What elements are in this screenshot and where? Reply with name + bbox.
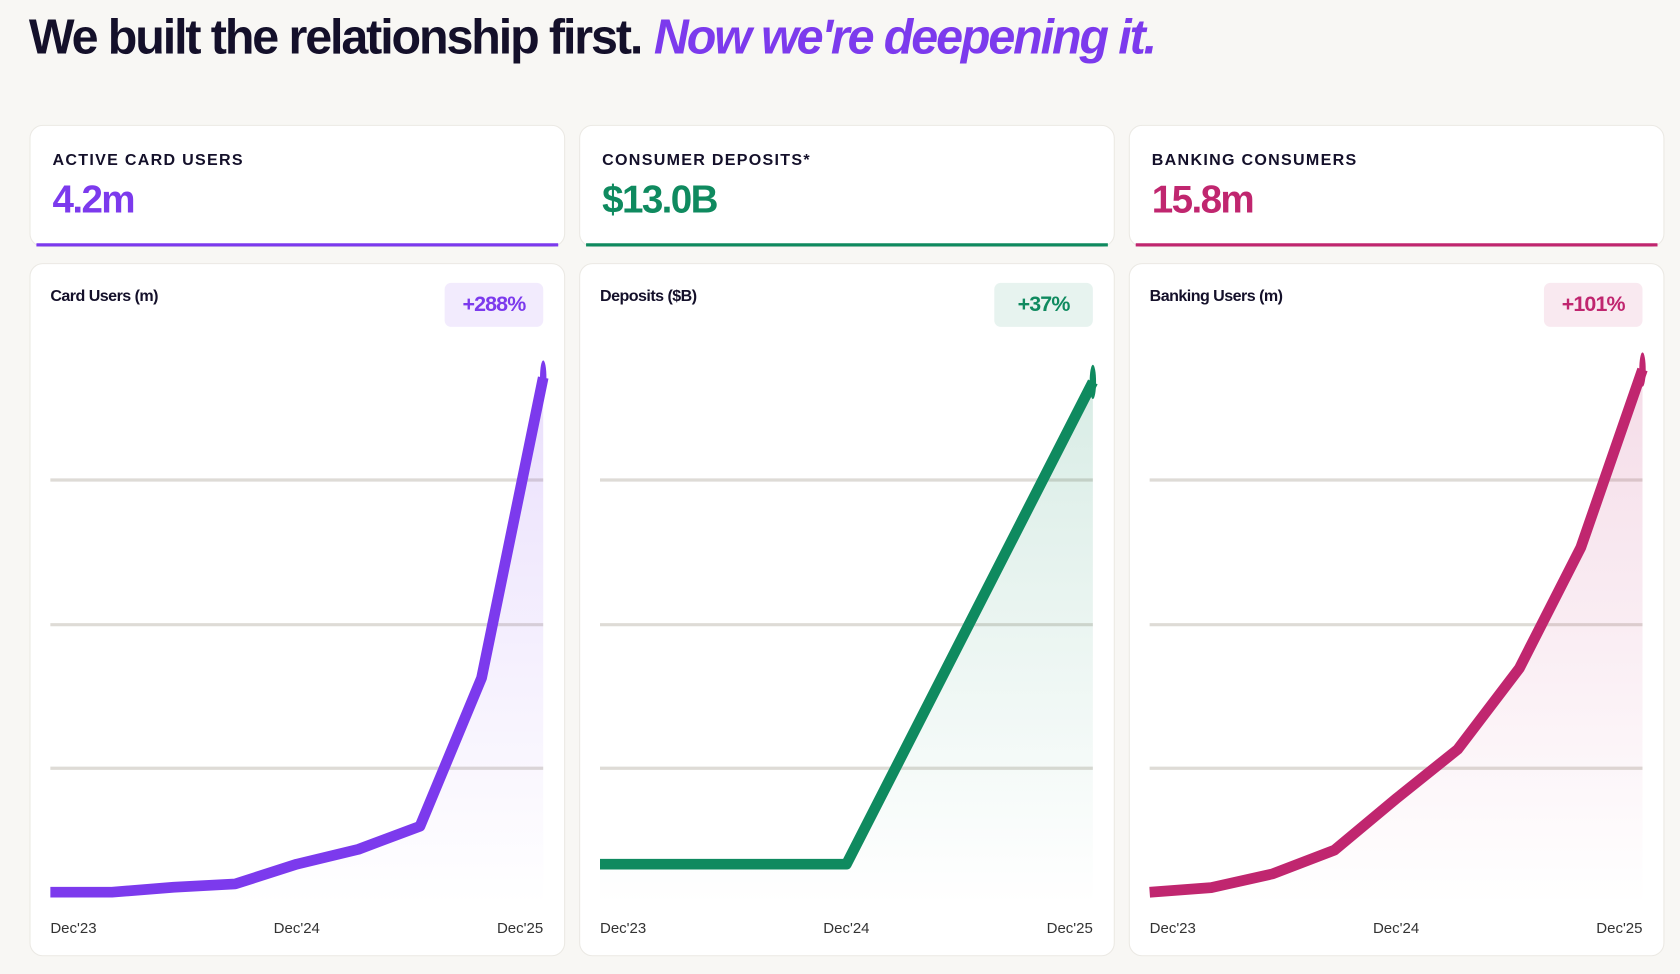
x-tick-label: Dec'25 bbox=[1047, 920, 1093, 937]
area bbox=[50, 377, 544, 906]
chart-title: Card Users (m) bbox=[50, 287, 158, 305]
badge-text: +37% bbox=[1018, 292, 1071, 316]
stat-value: $13.0B bbox=[602, 179, 717, 222]
x-tick-label: Dec'24 bbox=[1373, 920, 1419, 937]
x-tick-label: Dec'25 bbox=[497, 920, 543, 937]
x-tick-label: Dec'24 bbox=[823, 920, 869, 937]
stat-label: CONSUMER DEPOSITS* bbox=[602, 151, 811, 169]
end-point bbox=[1089, 364, 1097, 400]
chart-card bbox=[29, 263, 566, 957]
x-tick-label: Dec'23 bbox=[50, 920, 96, 937]
area bbox=[600, 381, 1093, 906]
badge bbox=[1543, 282, 1643, 327]
headline: We built the relationship first.Now we'r… bbox=[29, 10, 1155, 65]
end-point bbox=[540, 360, 547, 395]
stat-card-accent bbox=[1135, 243, 1658, 247]
area bbox=[1149, 369, 1643, 906]
x-tick-label: Dec'23 bbox=[600, 920, 646, 937]
end-point bbox=[1639, 352, 1646, 387]
stat-value: 4.2m bbox=[53, 179, 134, 222]
badge-text: +101% bbox=[1562, 292, 1626, 316]
badge bbox=[444, 282, 544, 327]
stat-value: 15.8m bbox=[1152, 179, 1253, 222]
x-tick-label: Dec'24 bbox=[274, 920, 320, 937]
headline-accent: Now we're deepening it. bbox=[654, 10, 1155, 65]
line bbox=[1149, 367, 1648, 898]
stat-card-accent bbox=[586, 243, 1108, 247]
stat-label: BANKING CONSUMERS bbox=[1152, 151, 1358, 169]
stat-card-accent bbox=[36, 243, 559, 247]
headline-main: We built the relationship first. bbox=[29, 10, 641, 65]
x-tick-label: Dec'23 bbox=[1150, 920, 1196, 937]
x-tick-label: Dec'25 bbox=[1596, 920, 1642, 937]
chart-title: Deposits ($B) bbox=[600, 287, 697, 305]
line bbox=[50, 376, 549, 898]
badge bbox=[994, 282, 1093, 327]
chart-title: Banking Users (m) bbox=[1150, 287, 1283, 305]
stat-label: ACTIVE CARD USERS bbox=[53, 151, 244, 169]
badge-text: +288% bbox=[462, 292, 526, 316]
line bbox=[600, 379, 1098, 870]
